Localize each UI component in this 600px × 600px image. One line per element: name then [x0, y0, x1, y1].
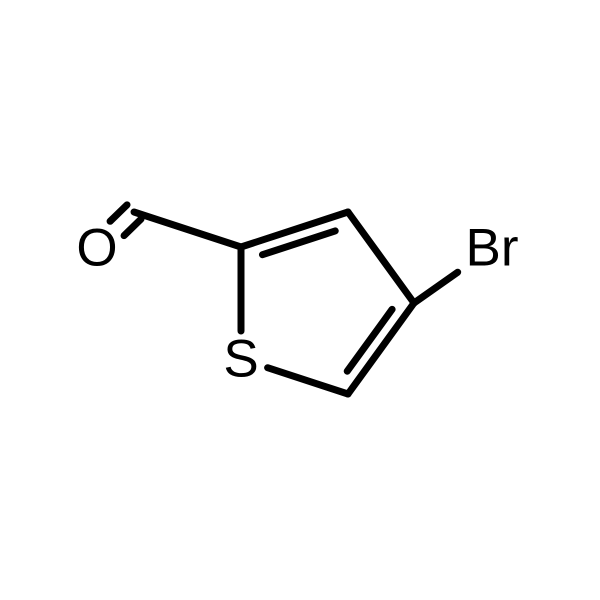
- atom-label-o: O: [76, 219, 117, 278]
- atom-label-br: Br: [466, 219, 519, 278]
- atom-label-s: S: [223, 330, 258, 389]
- molecule-diagram: S O Br: [0, 0, 600, 600]
